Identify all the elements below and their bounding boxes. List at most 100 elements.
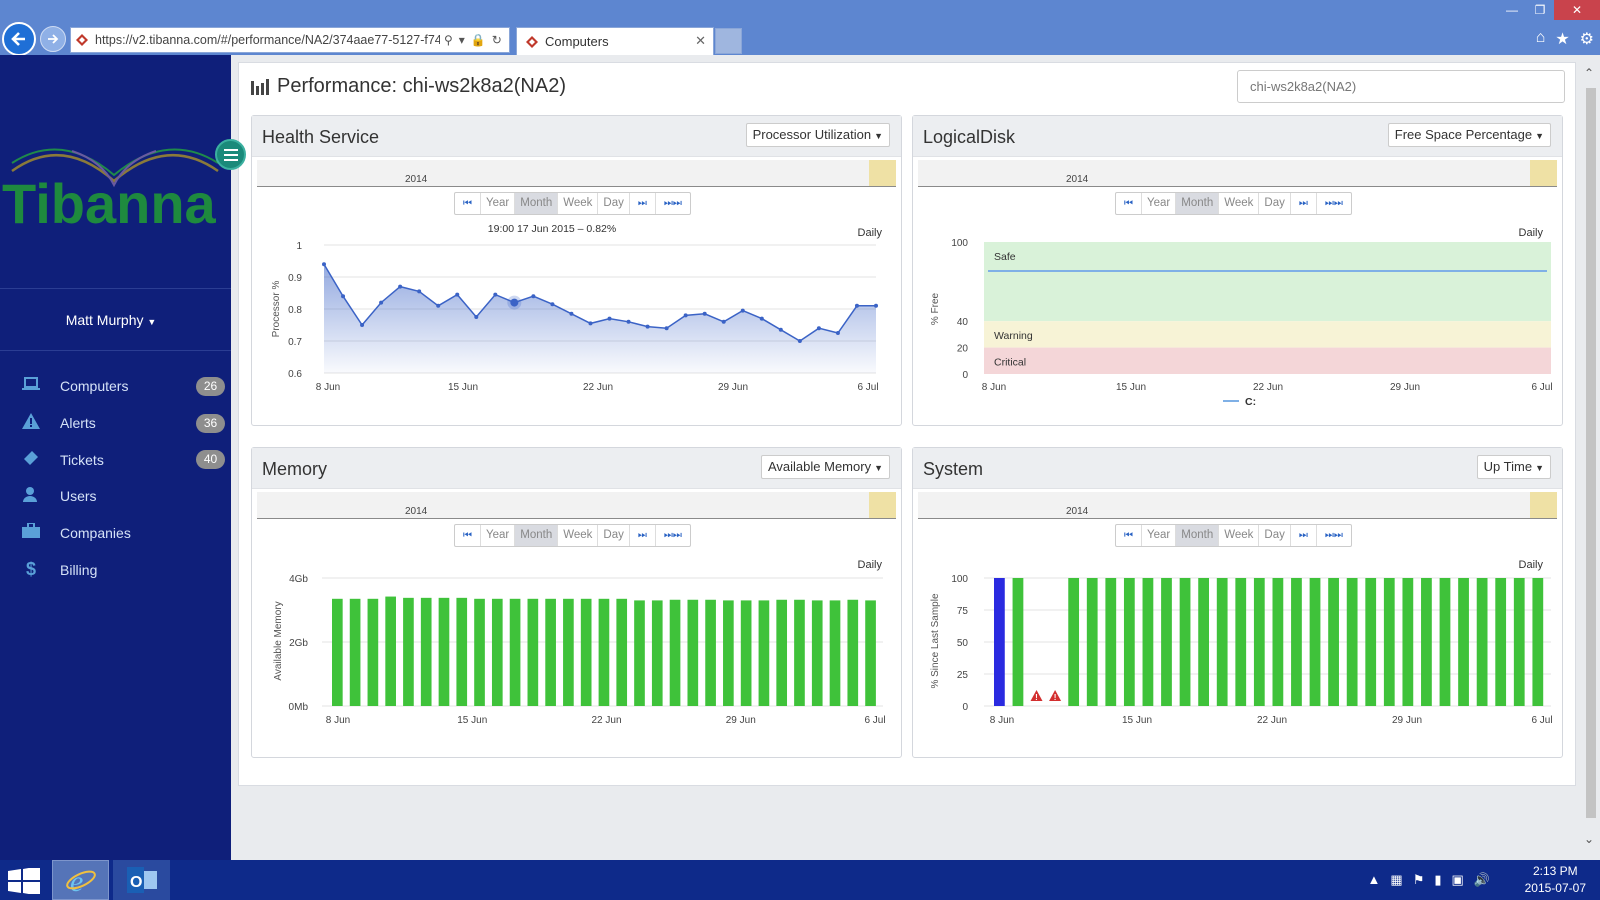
window-close-icon[interactable]: ✕ <box>1554 0 1600 20</box>
settings-gear-icon[interactable]: ⚙ <box>1579 31 1594 48</box>
next-page-icon[interactable]: ⏭ <box>1291 193 1317 214</box>
tab-computers[interactable]: Computers ✕ <box>516 27 714 55</box>
windows-start-icon[interactable] <box>8 868 40 894</box>
range-week-button[interactable]: Week <box>1219 193 1260 214</box>
range-buttons: ⏮ Year Month Week Day ⏭ ⏭⏭ <box>1115 192 1352 215</box>
volume-icon[interactable]: 🔊 <box>1473 872 1490 887</box>
sidebar-item-companies[interactable]: Companies <box>0 515 231 552</box>
forward-button[interactable] <box>40 26 66 52</box>
range-week-button[interactable]: Week <box>558 193 599 214</box>
battery-icon[interactable]: ▮ <box>1434 872 1442 887</box>
sidebar-item-alerts[interactable]: Alerts 36 <box>0 405 231 442</box>
refresh-icon[interactable]: ↻ <box>491 33 502 47</box>
y-tick-label: 0 <box>962 702 968 713</box>
range-week-button[interactable]: Week <box>558 525 599 546</box>
windows-icon[interactable]: ▦ <box>1390 872 1403 887</box>
next-page-icon[interactable]: ⏭ <box>630 193 656 214</box>
navigator-handle[interactable] <box>869 160 896 187</box>
sidebar-item-computers[interactable]: Computers 26 <box>0 368 231 405</box>
minimize-icon[interactable]: — <box>1506 3 1518 17</box>
computer-search-input[interactable] <box>1237 70 1565 103</box>
last-page-icon[interactable]: ⏭⏭ <box>1324 530 1343 541</box>
close-tab-icon[interactable]: ✕ <box>695 33 706 48</box>
home-icon[interactable]: ⌂ <box>1535 29 1546 46</box>
data-point <box>569 311 574 316</box>
url-text[interactable]: https://v2.tibanna.com/#/performance/NA2… <box>95 33 440 47</box>
favorites-star-icon[interactable]: ★ <box>1555 31 1570 48</box>
range-week-button[interactable]: Week <box>1219 525 1260 546</box>
last-page-icon[interactable]: ⏭⏭ <box>663 198 682 209</box>
range-year-button[interactable]: Year <box>1142 525 1177 546</box>
range-month-button[interactable]: Month <box>1176 525 1220 546</box>
taskbar-outlook-button[interactable]: O <box>113 860 170 900</box>
range-day-button[interactable]: Day <box>598 525 630 546</box>
x-tick-label: 8 Jun <box>326 715 350 726</box>
range-navigator[interactable]: 2014 <box>257 492 896 519</box>
range-year-button[interactable]: Year <box>481 193 516 214</box>
menu-toggle-button[interactable] <box>215 139 246 170</box>
range-year-button[interactable]: Year <box>481 525 516 546</box>
dropdown-icon[interactable]: ▾ <box>458 33 465 47</box>
restore-icon[interactable]: ❐ <box>1534 3 1546 17</box>
search-icon[interactable]: ⚲ <box>444 33 453 47</box>
range-month-button[interactable]: Month <box>515 525 559 546</box>
scroll-thumb[interactable] <box>1586 88 1596 818</box>
range-month-button[interactable]: Month <box>515 193 559 214</box>
metric-select-value[interactable]: Processor Utilization <box>752 127 872 142</box>
navigator-handle[interactable] <box>1530 492 1557 519</box>
show-hidden-icons-icon[interactable]: ▲ <box>1367 872 1381 887</box>
scroll-down-icon[interactable]: ⌄ <box>1584 832 1595 846</box>
caret-down-icon: ▼ <box>1535 131 1544 141</box>
metric-select-value[interactable]: Available Memory <box>767 459 872 474</box>
sidebar-item-users[interactable]: Users <box>0 478 231 515</box>
bar <box>1346 578 1358 706</box>
uptime-chart[interactable]: 0 25 50 75 100! ! 8 Jun 15 Jun 22 Jun 29 Jun 6 Jul… <box>913 448 1564 759</box>
taskbar-ie-button[interactable]: e <box>52 860 109 900</box>
first-page-icon[interactable]: ⏮ <box>1116 525 1142 546</box>
range-day-button[interactable]: Day <box>598 193 630 214</box>
last-page-icon[interactable]: ⏭⏭ <box>1324 198 1343 209</box>
navigator-handle[interactable] <box>869 492 896 519</box>
range-navigator[interactable]: 2014 <box>257 160 896 187</box>
network-icon[interactable]: ▣ <box>1451 872 1464 887</box>
address-bar[interactable]: https://v2.tibanna.com/#/performance/NA2… <box>70 27 510 53</box>
tibanna-logo[interactable]: Tibanna <box>2 141 228 231</box>
memory-chart[interactable]: 0Mb 2Gb 4Gb 8 Jun 15 Jun 22 Jun 29 Jun 6 Jul Ava… <box>252 448 903 759</box>
data-point <box>759 316 764 321</box>
processor-chart[interactable]: 0.6 0.7 0.8 0.9 1 19:00 17 Jun 2015 – 0.82% 8 … <box>252 116 903 427</box>
metric-select[interactable]: Processor Utilization ▼ <box>745 123 890 147</box>
last-page-icon[interactable]: ⏭⏭ <box>663 530 682 541</box>
taskbar-clock[interactable]: 2:13 PM 2015-07-07 <box>1525 863 1586 897</box>
band-safe <box>984 242 1551 322</box>
metric-select[interactable]: Up Time ▼ <box>1476 455 1551 479</box>
metric-select[interactable]: Available Memory ▼ <box>760 455 890 479</box>
first-page-icon[interactable]: ⏮ <box>1116 193 1142 214</box>
navigator-handle[interactable] <box>1530 160 1557 187</box>
next-page-icon[interactable]: ⏭ <box>630 525 656 546</box>
range-year-button[interactable]: Year <box>1142 193 1177 214</box>
metric-select[interactable]: Free Space Percentage ▼ <box>1387 123 1551 147</box>
warning-icon <box>0 412 60 434</box>
first-page-icon[interactable]: ⏮ <box>455 193 481 214</box>
dollar-icon: $ <box>26 559 37 580</box>
range-navigator[interactable]: 2014 <box>918 492 1557 519</box>
range-day-button[interactable]: Day <box>1259 525 1291 546</box>
metric-select-value[interactable]: Free Space Percentage <box>1394 127 1533 142</box>
user-name[interactable]: Matt Murphy <box>65 312 144 328</box>
first-page-icon[interactable]: ⏮ <box>455 525 481 546</box>
metric-select-value[interactable]: Up Time <box>1483 459 1533 474</box>
page-scrollbar[interactable]: ⌃ ⌄ <box>1582 62 1600 850</box>
next-page-icon[interactable]: ⏭ <box>1291 525 1317 546</box>
back-button[interactable] <box>2 22 36 56</box>
range-navigator[interactable]: 2014 <box>918 160 1557 187</box>
sidebar-item-tickets[interactable]: Tickets 40 <box>0 441 231 478</box>
range-month-button[interactable]: Month <box>1176 193 1220 214</box>
free-space-chart[interactable]: Safe Warning Critical 0 20 40 100 8 Jun 15 Jun 22… <box>913 116 1564 427</box>
action-center-flag-icon[interactable]: ⚑ <box>1412 872 1425 887</box>
sidebar-item-billing[interactable]: $ Billing <box>0 551 231 588</box>
new-tab-button[interactable] <box>715 28 742 54</box>
user-menu[interactable]: Matt Murphy ▼ <box>0 312 222 328</box>
scroll-up-icon[interactable]: ⌃ <box>1584 66 1595 80</box>
y-tick-label: 75 <box>957 606 969 617</box>
range-day-button[interactable]: Day <box>1259 193 1291 214</box>
